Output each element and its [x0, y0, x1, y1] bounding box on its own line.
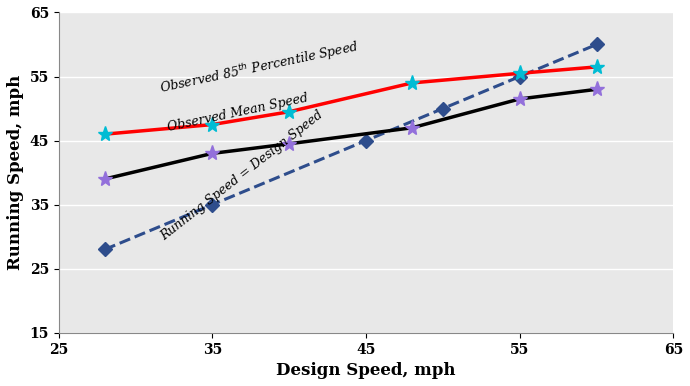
Text: Running Speed = Design Speed: Running Speed = Design Speed	[159, 108, 326, 243]
Y-axis label: Running Speed, mph: Running Speed, mph	[7, 75, 24, 270]
Text: Observed Mean Speed: Observed Mean Speed	[166, 91, 309, 134]
X-axis label: Design Speed, mph: Design Speed, mph	[276, 362, 456, 379]
Text: Observed 85$^{th}$ Percentile Speed: Observed 85$^{th}$ Percentile Speed	[159, 37, 362, 98]
